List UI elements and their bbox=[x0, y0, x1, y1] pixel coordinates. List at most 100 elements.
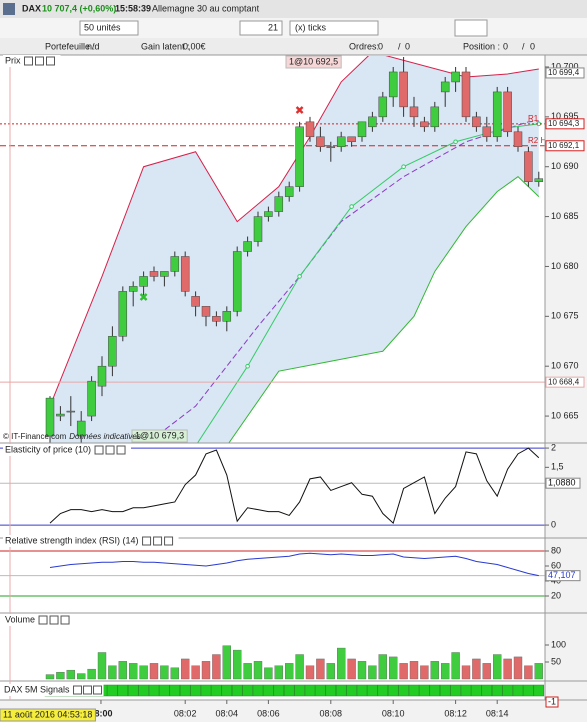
volume-bar bbox=[139, 665, 148, 680]
volume-bar bbox=[378, 654, 387, 680]
candle-body bbox=[336, 136, 346, 148]
panel-icon[interactable] bbox=[73, 685, 83, 695]
band-fill bbox=[50, 56, 539, 443]
panel-icon[interactable] bbox=[46, 56, 55, 66]
interval-select[interactable] bbox=[289, 20, 379, 36]
candle-body bbox=[56, 413, 65, 417]
volume-bar bbox=[482, 663, 491, 680]
panel-icon[interactable] bbox=[105, 445, 115, 455]
indicator-line bbox=[228, 176, 540, 443]
app-icon[interactable] bbox=[3, 3, 15, 15]
volume-bar bbox=[87, 668, 96, 680]
portfolio: n/d bbox=[87, 41, 100, 51]
volume-bar bbox=[97, 652, 107, 680]
time-axis-bg bbox=[0, 700, 587, 722]
position-count: 0 bbox=[503, 41, 508, 51]
y-tick-label: 10 700 bbox=[551, 61, 579, 71]
candle-body bbox=[87, 380, 96, 417]
signal-box bbox=[398, 684, 409, 697]
volume-bar bbox=[264, 667, 273, 680]
x-tick-label: 08:10 bbox=[382, 708, 405, 718]
volume-bar bbox=[441, 663, 450, 680]
price-plot: R1 R2 H bbox=[0, 56, 545, 443]
candle-body bbox=[128, 286, 138, 292]
volume-bar bbox=[274, 665, 283, 680]
signal-box bbox=[252, 684, 264, 697]
panel-icon[interactable] bbox=[142, 536, 152, 546]
level-label-bg bbox=[545, 140, 585, 152]
candle-body bbox=[357, 121, 367, 138]
signal-box bbox=[450, 684, 461, 697]
volume-bar bbox=[212, 654, 221, 680]
candle-body bbox=[409, 106, 419, 118]
candle-body bbox=[420, 121, 429, 128]
annotation-bg bbox=[131, 429, 188, 443]
candle-body bbox=[440, 81, 450, 93]
panel-icon[interactable] bbox=[35, 56, 44, 66]
candle-body bbox=[191, 296, 200, 307]
panel-icon[interactable] bbox=[83, 685, 93, 695]
candle-body bbox=[524, 151, 533, 182]
y-tick-label: 10 685 bbox=[551, 211, 579, 221]
candle-body bbox=[201, 306, 211, 317]
volume-bar bbox=[503, 658, 512, 680]
signal-box bbox=[304, 684, 316, 697]
volume-bar bbox=[513, 656, 523, 680]
panel-icon[interactable] bbox=[49, 615, 59, 625]
candle-body bbox=[66, 410, 76, 413]
candle-body bbox=[492, 91, 502, 138]
volume-bar bbox=[357, 661, 367, 680]
volume-plot bbox=[45, 645, 543, 680]
volume-bar bbox=[368, 665, 377, 680]
signal-box bbox=[387, 684, 399, 697]
panel-title: Relative strength index (RSI) (14) bbox=[5, 535, 139, 545]
volume-bar bbox=[347, 658, 356, 680]
date: 11 août 2016 04:53:18 bbox=[3, 709, 92, 719]
y-tick-label: 10 680 bbox=[551, 261, 579, 271]
volume-bar bbox=[305, 665, 315, 680]
candle-body bbox=[180, 256, 190, 292]
panel-icon[interactable] bbox=[94, 445, 104, 455]
panel-icon[interactable] bbox=[60, 615, 70, 625]
panel-title-bg bbox=[3, 535, 179, 547]
panel-icon[interactable] bbox=[116, 445, 126, 455]
volume-bar bbox=[285, 663, 294, 680]
y-tick-label: 1,5 bbox=[551, 462, 564, 472]
panel-title: Volume bbox=[5, 614, 35, 624]
candle-body bbox=[399, 71, 408, 108]
panel-icon[interactable] bbox=[93, 685, 103, 695]
signal-box bbox=[127, 684, 139, 697]
signal-box bbox=[138, 684, 149, 697]
indicator-line bbox=[49, 447, 540, 525]
signal-box bbox=[148, 684, 160, 697]
panel-icon[interactable] bbox=[24, 56, 33, 66]
level-label-bg bbox=[545, 118, 585, 130]
chart-type-button[interactable] bbox=[454, 19, 488, 37]
indicator-marker bbox=[297, 274, 302, 279]
signal-box bbox=[211, 684, 222, 697]
y-tick-label: 2 bbox=[551, 442, 556, 452]
volume-bar bbox=[149, 663, 159, 680]
candle-body bbox=[274, 196, 284, 212]
interval-input[interactable] bbox=[239, 20, 283, 36]
candle-body bbox=[170, 256, 180, 272]
gain-label: Gain latent : bbox=[141, 41, 190, 51]
signal-box bbox=[377, 684, 389, 697]
volume-bar bbox=[534, 663, 543, 680]
signal-box bbox=[159, 684, 170, 697]
signal-box bbox=[367, 684, 378, 697]
x-tick-label: 08:12 bbox=[444, 708, 467, 718]
panel-icon[interactable] bbox=[38, 615, 48, 625]
time: 15:58:39 bbox=[115, 3, 151, 13]
quantity-select[interactable] bbox=[79, 20, 139, 36]
candle-body bbox=[378, 96, 388, 118]
signal-box bbox=[429, 684, 441, 697]
panel-icon[interactable] bbox=[164, 536, 174, 546]
volume-bar bbox=[326, 663, 335, 680]
signal-box bbox=[242, 684, 253, 697]
volume-bar bbox=[399, 663, 408, 680]
volume-bar bbox=[191, 665, 200, 680]
signal-box bbox=[335, 684, 347, 697]
panel-icon[interactable] bbox=[153, 536, 163, 546]
